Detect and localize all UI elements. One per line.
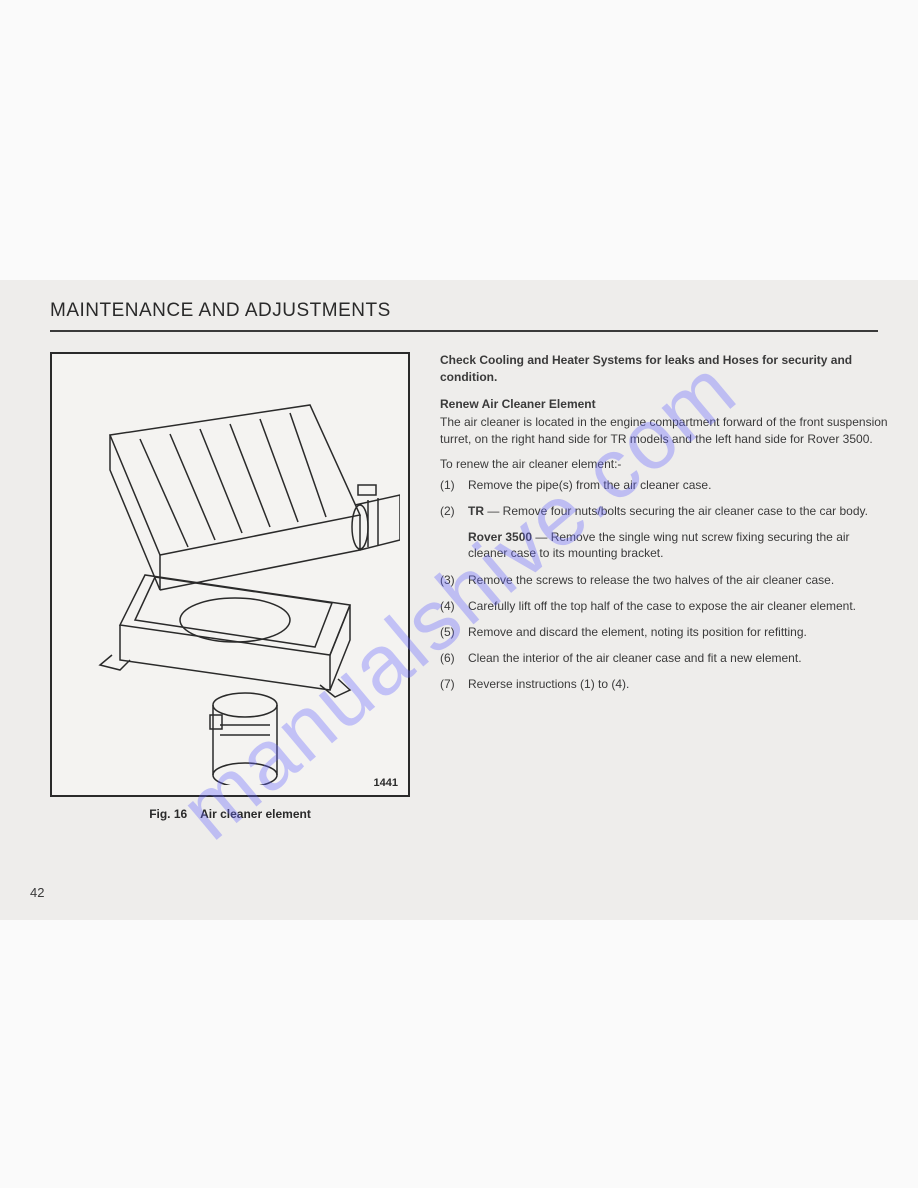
step-item: Rover 3500 — Remove the single wing nut …: [440, 529, 888, 561]
heading-check-systems: Check Cooling and Heater Systems for lea…: [440, 352, 888, 386]
figure-caption: Fig. 16 Air cleaner element: [50, 807, 410, 821]
air-cleaner-drawing: [60, 365, 400, 785]
step-item: (1) Remove the pipe(s) from the air clea…: [440, 477, 888, 493]
figure-internal-number: 1441: [374, 777, 398, 789]
step-number: (7): [440, 676, 468, 692]
figure-caption-prefix: Fig. 16: [149, 807, 187, 821]
title-divider: [50, 330, 878, 332]
step-text: Remove the pipe(s) from the air cleaner …: [468, 477, 888, 493]
step-item: (3) Remove the screws to release the two…: [440, 572, 888, 588]
page-number: 42: [30, 885, 44, 900]
step-item: (4) Carefully lift off the top half of t…: [440, 598, 888, 614]
step-number: [440, 529, 468, 561]
step-item: (7) Reverse instructions (1) to (4).: [440, 676, 888, 692]
step-dash: —: [532, 530, 551, 544]
intro-paragraph: The air cleaner is located in the engine…: [440, 414, 888, 448]
step-number: (4): [440, 598, 468, 614]
step-number: (2): [440, 503, 468, 519]
step-bold: Rover 3500: [468, 530, 532, 544]
step-text: Remove the screws to release the two hal…: [468, 572, 888, 588]
step-item: (6) Clean the interior of the air cleane…: [440, 650, 888, 666]
step-text: Clean the interior of the air cleaner ca…: [468, 650, 888, 666]
step-text: Reverse instructions (1) to (4).: [468, 676, 888, 692]
step-number: (6): [440, 650, 468, 666]
step-number: (3): [440, 572, 468, 588]
step-text: Rover 3500 — Remove the single wing nut …: [468, 529, 888, 561]
figure-box: 1441: [50, 352, 410, 797]
figure-column: 1441 Fig. 16 Air cleaner element: [50, 352, 410, 821]
figure-caption-text: Air cleaner element: [200, 807, 311, 821]
step-dash: —: [484, 504, 503, 518]
section-title: MAINTENANCE AND ADJUSTMENTS: [50, 300, 888, 322]
step-list: (1) Remove the pipe(s) from the air clea…: [440, 477, 888, 693]
content-row: 1441 Fig. 16 Air cleaner element Check C…: [50, 352, 888, 821]
heading-renew-element: Renew Air Cleaner Element: [440, 396, 888, 413]
step-number: (1): [440, 477, 468, 493]
step-number: (5): [440, 624, 468, 640]
manual-page: MAINTENANCE AND ADJUSTMENTS: [0, 280, 918, 920]
renew-intro: To renew the air cleaner element:-: [440, 456, 888, 473]
step-item: (2) TR — Remove four nuts/bolts securing…: [440, 503, 888, 519]
step-item: (5) Remove and discard the element, noti…: [440, 624, 888, 640]
step-text: TR — Remove four nuts/bolts securing the…: [468, 503, 888, 519]
step-bold: TR: [468, 504, 484, 518]
text-column: Check Cooling and Heater Systems for lea…: [440, 352, 888, 821]
step-text: Carefully lift off the top half of the c…: [468, 598, 888, 614]
step-text: Remove and discard the element, noting i…: [468, 624, 888, 640]
step-rest: Remove four nuts/bolts securing the air …: [503, 504, 868, 518]
